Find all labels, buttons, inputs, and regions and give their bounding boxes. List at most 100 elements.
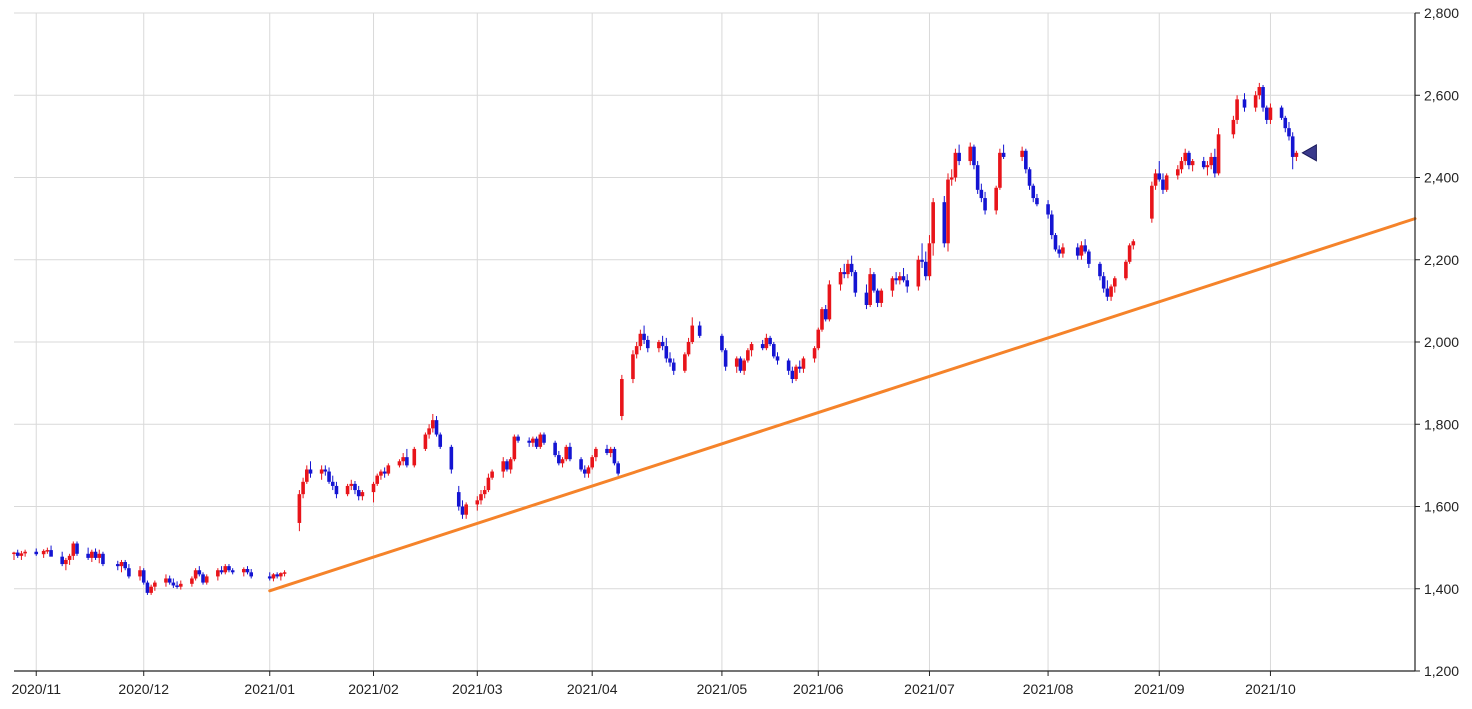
x-tick-label: 2021/09 (1134, 681, 1185, 697)
candle (905, 274, 910, 293)
candle-body (568, 446, 572, 460)
candle (553, 440, 557, 458)
candle-body (401, 457, 405, 462)
candle-body (412, 448, 417, 466)
candle (749, 342, 754, 357)
candle (568, 442, 572, 462)
candle-body (297, 494, 302, 523)
candle (794, 364, 798, 382)
candle-body (516, 436, 520, 441)
candle-body (723, 350, 728, 367)
y-tick-label: 2,200 (1424, 252, 1459, 268)
candle (560, 457, 565, 468)
candle (1087, 249, 1091, 268)
candle (1213, 148, 1217, 178)
candle-body (386, 465, 391, 474)
candle (141, 568, 146, 585)
candle (1157, 161, 1162, 182)
candle-body (138, 570, 142, 577)
candle-body (1279, 107, 1284, 118)
candle-body (605, 448, 609, 454)
candle-body (275, 574, 279, 577)
x-tick-label: 2021/06 (793, 681, 844, 697)
candle-body (123, 562, 127, 569)
candle-body (531, 438, 535, 443)
candle (1279, 105, 1284, 120)
candle (382, 467, 387, 478)
candle-body (1268, 107, 1273, 120)
candle (456, 485, 461, 511)
candle (49, 545, 53, 557)
candle-body (790, 370, 795, 380)
candle (405, 448, 409, 468)
candle-body (879, 290, 884, 303)
candle (768, 335, 772, 347)
candle (175, 581, 179, 589)
candle-body (942, 202, 947, 244)
candle (1035, 193, 1039, 207)
candle (527, 437, 531, 447)
candle-body (216, 570, 220, 577)
candle-body (1153, 173, 1158, 186)
candle (67, 553, 72, 565)
candle-body (1046, 204, 1050, 215)
candle-body (749, 344, 754, 351)
candle-body (1079, 245, 1084, 256)
candle (1205, 161, 1210, 176)
candle (167, 575, 172, 585)
candle (138, 566, 142, 581)
candle (1209, 152, 1213, 170)
candle-body (1294, 152, 1299, 157)
candle-body (375, 475, 380, 484)
candle-body (746, 350, 750, 361)
candle (423, 432, 428, 451)
candle (1264, 105, 1269, 125)
candle (720, 333, 724, 353)
candle-body (227, 566, 231, 571)
candle (427, 424, 431, 439)
candle (983, 191, 987, 215)
candle-body (245, 569, 250, 573)
candle-body (45, 550, 50, 552)
candle-body (512, 436, 517, 460)
candle-body (1235, 99, 1239, 120)
candle (267, 572, 272, 581)
y-tick-label: 1,200 (1424, 663, 1459, 679)
candle (1057, 245, 1061, 258)
candle-body (538, 434, 543, 447)
candle (508, 457, 513, 474)
candle-body (1216, 134, 1221, 174)
candle (123, 559, 127, 571)
candle (1024, 148, 1028, 174)
candle (119, 559, 124, 573)
candle (683, 352, 687, 373)
candle (760, 339, 765, 351)
candle (1049, 210, 1054, 240)
candle-body (864, 292, 869, 305)
candle (920, 243, 924, 268)
candle (216, 568, 220, 581)
candle (849, 255, 854, 277)
x-tick-label: 2021/03 (452, 681, 503, 697)
candle (282, 570, 287, 577)
candle (153, 580, 157, 591)
candle (664, 337, 669, 363)
candle (801, 356, 806, 373)
candle (1268, 103, 1273, 125)
candle (738, 356, 743, 373)
candle (582, 465, 587, 478)
candle-body (41, 550, 46, 555)
candle (1257, 82, 1262, 100)
candle-body (642, 333, 646, 340)
candle-body (998, 152, 1002, 188)
candle-body (953, 152, 958, 178)
candle-body (801, 358, 806, 369)
candle-body (842, 272, 847, 275)
candle (297, 490, 302, 532)
candle (1235, 95, 1239, 125)
candle (590, 455, 594, 470)
candle-body (671, 362, 676, 371)
candle-body (697, 325, 702, 336)
y-tick-label: 2,800 (1424, 5, 1459, 21)
candle (853, 270, 858, 297)
